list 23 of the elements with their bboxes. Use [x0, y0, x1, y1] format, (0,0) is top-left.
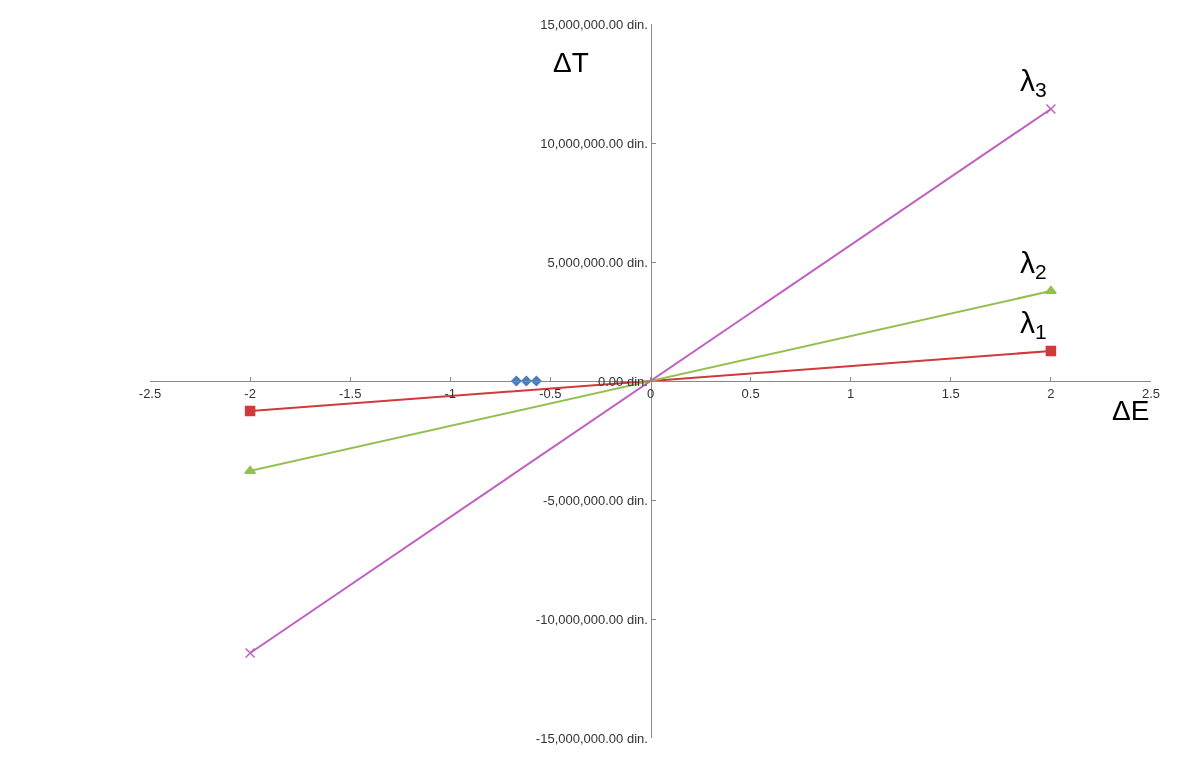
point	[1045, 345, 1057, 357]
y-tick-label: 10,000,000.00 din.	[540, 135, 648, 151]
y-tick-label: 15,000,000.00 din.	[540, 16, 648, 32]
x-tick-label: 1	[847, 385, 855, 401]
x-tick-label: -0.5	[539, 385, 562, 401]
x-tick-label: -2	[244, 385, 256, 401]
x-tick-label: 2	[1047, 385, 1055, 401]
y-tick-label: -5,000,000.00 din.	[543, 492, 648, 508]
point	[244, 405, 256, 417]
point	[1045, 103, 1057, 115]
y-tick-label: -15,000,000.00 din.	[535, 730, 648, 746]
x-tick-label: 1.5	[941, 385, 960, 401]
y-tick-label: -10,000,000.00 din.	[535, 611, 648, 627]
point	[531, 375, 542, 387]
x-tick-label: -1.5	[339, 385, 362, 401]
series-label: λ$_{1}$	[1020, 306, 1047, 344]
y-axis-title: ΔT	[553, 47, 589, 78]
x-tick-label: 0.5	[741, 385, 760, 401]
point	[244, 647, 256, 659]
series-label: λ$_{3}$	[1020, 64, 1047, 102]
series-label: λ$_{2}$	[1020, 246, 1047, 284]
x-tick-label: -2.5	[138, 385, 162, 401]
y-tick-label: 5,000,000.00 din.	[547, 254, 648, 270]
